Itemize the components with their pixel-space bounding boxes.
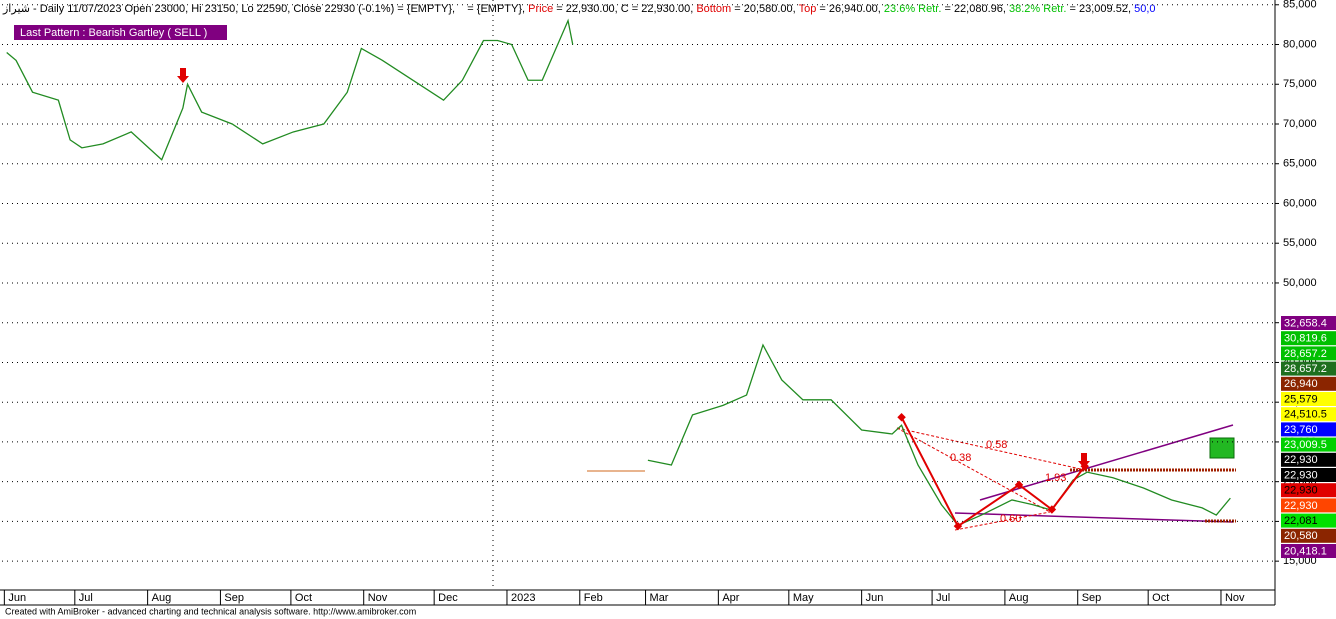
x-tick-label: Aug (152, 592, 172, 604)
price-label: 23,760 (1284, 424, 1318, 436)
price-label-box (1281, 392, 1336, 406)
ratio-line (954, 511, 1051, 531)
x-tick-label: Nov (1225, 592, 1245, 604)
header-segment: 38.2% Retr. (1009, 3, 1066, 15)
x-tick-label: Jul (79, 592, 93, 604)
x-tick-label: Nov (368, 592, 388, 604)
price-label-box (1281, 452, 1336, 467)
y-tick-label: 75,000 (1283, 78, 1317, 90)
header: شیراز - Daily 11/07/2023 Open 23000, Hi … (2, 3, 1156, 15)
y-tick-label: 15,000 (1283, 555, 1317, 567)
price-label-box (1281, 361, 1336, 376)
x-tick-label: Sep (1082, 592, 1102, 604)
price-label-box (1281, 346, 1336, 361)
x-tick-label: May (793, 592, 814, 604)
chart-title: Last Pattern : Bearish Gartley ( SELL ) (20, 27, 207, 39)
y-tick-label: 70,000 (1283, 118, 1317, 130)
price-label-box (1281, 407, 1336, 422)
header-segment: 23.6% Retr. (884, 3, 941, 15)
ratio-label: 0.60 (1000, 513, 1021, 525)
x-tick-label: Jul (936, 592, 950, 604)
y-tick-label: 60,000 (1283, 197, 1317, 209)
trend-line (954, 512, 1234, 523)
x-tick-label: 2023 (511, 592, 535, 604)
ratio-label: 0.58 (986, 439, 1007, 451)
header-segment: = 22,080.96, (941, 3, 1009, 15)
ratio-line (896, 427, 1086, 471)
price-label-box (1281, 422, 1336, 437)
x-tick-label: Mar (650, 592, 669, 604)
x-tick-label: Oct (1152, 592, 1169, 604)
price-label: 26,940 (1284, 378, 1318, 390)
price-label: 20,418.1 (1284, 545, 1327, 557)
price-label: 22,930 (1284, 500, 1318, 512)
price-label: 22,081 (1284, 515, 1318, 527)
price-label-box (1281, 437, 1336, 452)
x-tick-label: Sep (224, 592, 244, 604)
x-tick-label: Aug (1009, 592, 1029, 604)
price-line (6, 18, 1231, 527)
header-segment: = 26,940.00, (816, 3, 884, 15)
header-segment: شیراز - Daily 11/07/2023 Open 23000, Hi … (2, 3, 528, 15)
price-label: 24,510.5 (1284, 409, 1327, 421)
price-label-box (1281, 483, 1336, 498)
target-zone (1209, 437, 1235, 459)
pattern-point (1014, 480, 1024, 490)
y-tick-label: 85,000 (1283, 0, 1317, 11)
ratio-label: 0.38 (950, 452, 971, 464)
ratio-line (896, 427, 1051, 513)
footer: Created with AmiBroker - advanced charti… (5, 606, 416, 616)
price-label-box (1281, 376, 1336, 391)
price-label: 28,657.2 (1284, 348, 1327, 360)
price-label: 28,657.2 (1284, 363, 1327, 375)
price-label-box (1281, 544, 1336, 558)
price-label-box (1281, 316, 1336, 330)
header-segment: 50,0 (1134, 3, 1155, 15)
header-segment: Bottom (696, 3, 731, 15)
header-segment: = 23,009.52, (1066, 3, 1134, 15)
y-tick-label: 80,000 (1283, 38, 1317, 50)
pattern-point (897, 413, 906, 422)
price-label: 22,930 (1284, 454, 1318, 466)
price-label: 32,658.4 (1284, 317, 1327, 329)
header-segment: = 20,580.00, (731, 3, 798, 15)
header-segment: Top (799, 3, 817, 15)
price-label: 25,579 (1284, 393, 1318, 405)
price-label: 22,930 (1284, 469, 1318, 481)
price-label-box (1281, 498, 1336, 513)
price-label-box (1281, 468, 1336, 482)
price-label: 30,819.6 (1284, 333, 1327, 345)
price-label: 23,009.5 (1284, 439, 1327, 451)
ratio-label: 1.93 (1045, 472, 1066, 484)
title-box (14, 25, 227, 40)
x-tick-label: Jun (866, 592, 884, 604)
sell-arrow (1078, 453, 1090, 468)
price-label-box (1281, 331, 1336, 346)
pattern-point (953, 521, 963, 531)
price-label-box (1281, 513, 1336, 528)
pattern-point (1080, 462, 1089, 471)
x-tick-label: Feb (584, 592, 603, 604)
header-segment: = 22,930.00, C = 22,930.00, (553, 3, 696, 15)
header-segment: Price (528, 3, 553, 15)
sell-arrow (177, 68, 189, 83)
y-tick-label: 55,000 (1283, 237, 1317, 249)
y-tick-label: 65,000 (1283, 158, 1317, 170)
price-label: 22,930 (1284, 485, 1318, 497)
price-label-box (1281, 528, 1336, 543)
x-tick-label: Jun (8, 592, 26, 604)
x-tick-label: Oct (295, 592, 312, 604)
x-tick-label: Apr (722, 592, 739, 604)
x-tick-label: Dec (438, 592, 458, 604)
pattern-point (1047, 505, 1057, 514)
price-label: 20,580 (1284, 530, 1318, 542)
y-tick-label: 50,000 (1283, 277, 1317, 289)
